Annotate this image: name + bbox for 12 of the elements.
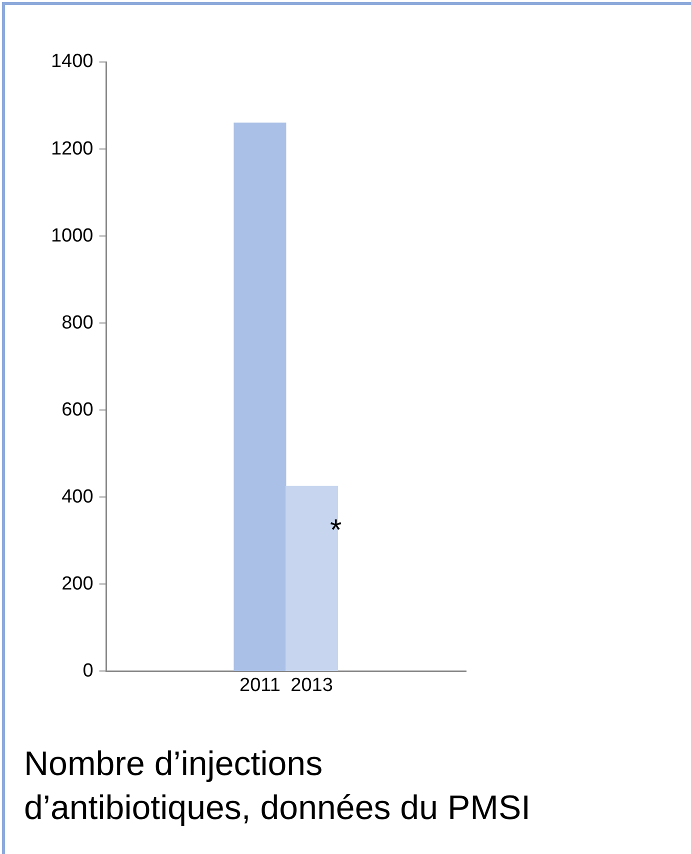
- y-tick-label: 200: [62, 573, 94, 594]
- y-tick-label: 1400: [50, 51, 94, 72]
- y-tick-label: 0: [82, 660, 94, 682]
- y-tick-label: 800: [62, 312, 94, 334]
- text: Nombre d’injections d’antibiotiques, données du PMSI: [24, 744, 531, 829]
- y-tick-label: 600: [62, 399, 94, 420]
- x-tick-label: 2013: [290, 674, 333, 696]
- y-tick-label: 400: [62, 486, 94, 508]
- y-tick-label: 1000: [50, 225, 94, 246]
- annotation: *: [330, 514, 342, 547]
- x-tick-label: 2011: [240, 674, 280, 696]
- y-tick-label: 1200: [50, 138, 94, 160]
